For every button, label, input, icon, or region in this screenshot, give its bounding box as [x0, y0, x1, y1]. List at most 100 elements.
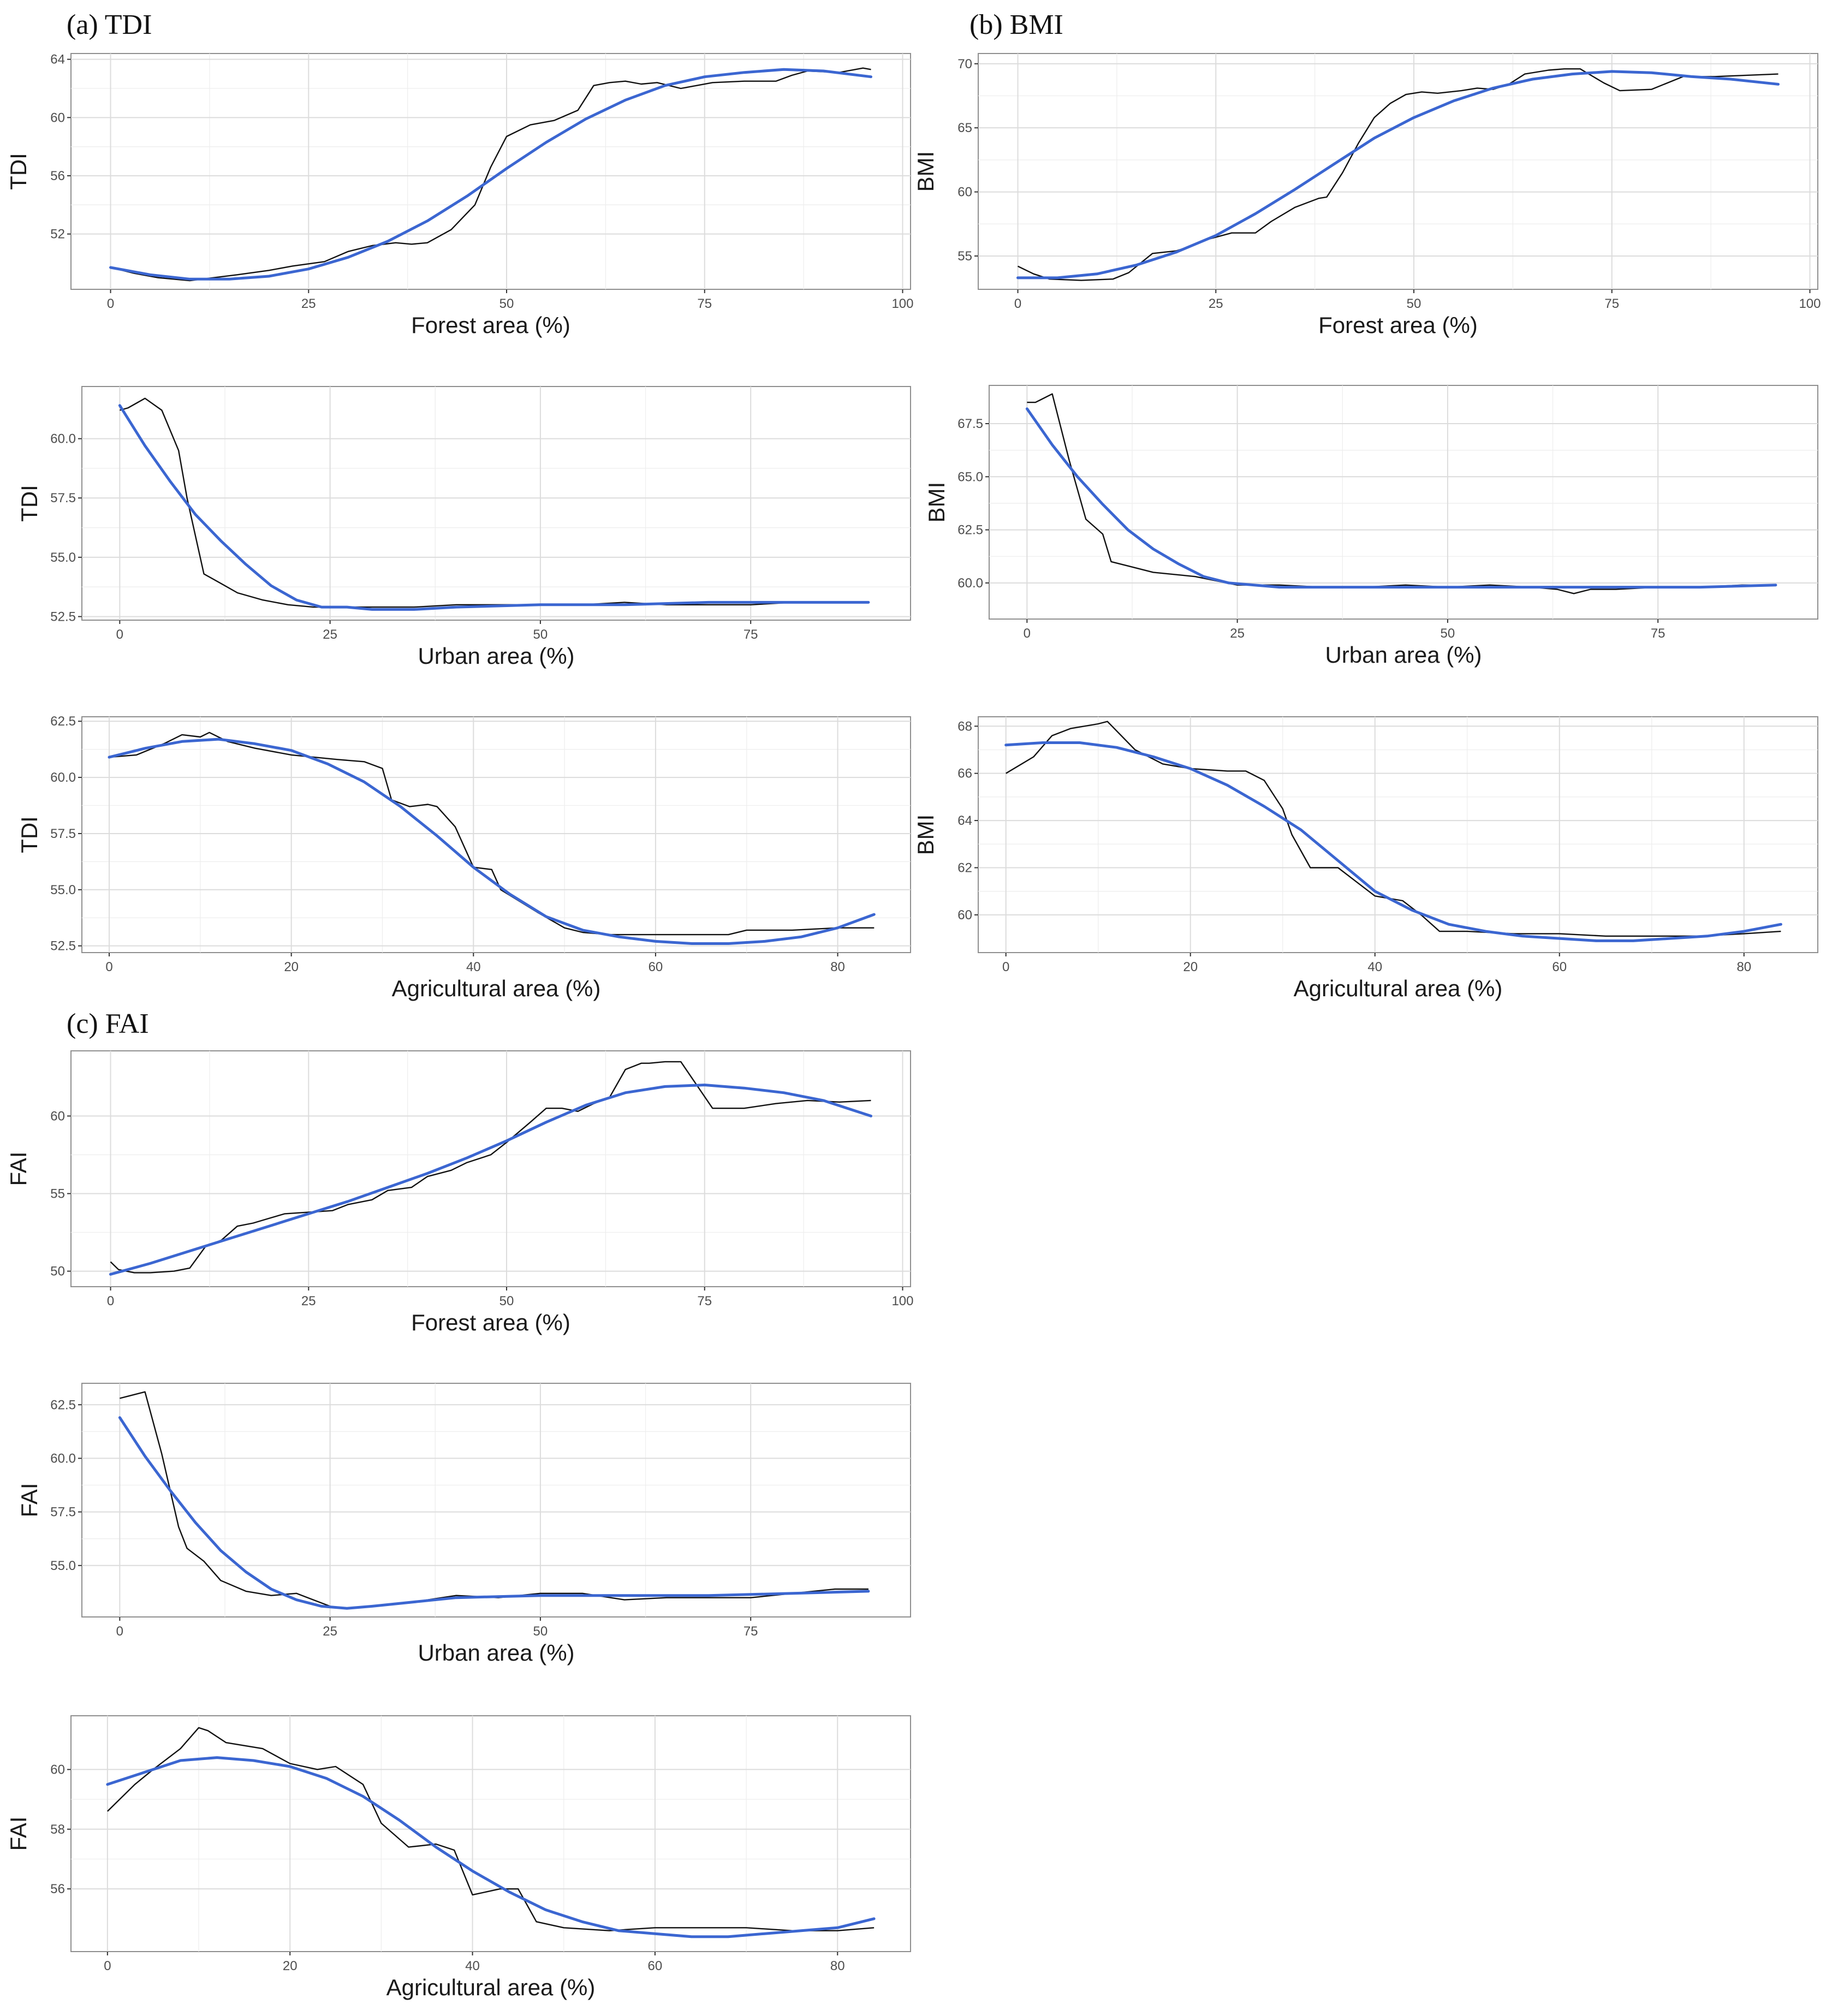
x-tick-label: 0: [105, 960, 112, 974]
x-axis-label: Forest area (%): [1318, 312, 1478, 338]
x-tick-label: 50: [533, 627, 548, 642]
x-tick-label: 100: [891, 1294, 913, 1309]
y-axis-label: FAI: [5, 1816, 31, 1851]
y-tick-label: 55: [957, 249, 972, 264]
x-tick-label: 25: [1230, 626, 1245, 641]
x-tick-label: 0: [116, 1624, 123, 1639]
plot-area: [81, 716, 911, 953]
y-tick-label: 70: [957, 57, 972, 72]
y-tick-label: 62.5: [957, 523, 983, 538]
y-tick-label: 67.5: [957, 417, 983, 431]
x-tick-label: 20: [284, 960, 299, 974]
smoothed-curve-bmi_agri: [1004, 741, 1782, 942]
x-tick-label: 50: [533, 1624, 548, 1639]
y-axis-label: TDI: [5, 153, 31, 190]
smoothed-curve-bmi_forest: [1016, 70, 1780, 279]
chart-panels: 0 25 50 75 100 52 56 60 64 Forest area (%) TDI 0 25 5…: [5, 52, 1821, 2000]
chart-panel-fai_forest: 0 25 50 75 100 50 55 60 Forest area (%) FAI: [5, 1050, 914, 1335]
smoothed-curve-tdi_urban: [118, 404, 870, 611]
chart-panel-tdi_urban: 0 25 50 75 52.5 55.0 57.5 60.0 Urban area (%) TDI: [16, 386, 911, 669]
x-tick-label: 75: [697, 1294, 712, 1309]
x-tick-label: 80: [830, 1959, 845, 1973]
x-tick-label: 50: [499, 296, 514, 311]
y-tick-label: 65: [957, 121, 972, 135]
y-tick-label: 57.5: [50, 826, 76, 841]
x-tick-label: 25: [1209, 296, 1223, 311]
x-tick-label: 0: [1002, 960, 1009, 974]
x-tick-label: 0: [107, 1294, 114, 1309]
x-axis-label: Forest area (%): [411, 1310, 570, 1335]
y-tick-label: 60: [50, 110, 65, 125]
y-tick-label: 60: [50, 1109, 65, 1123]
y-tick-label: 64: [957, 813, 972, 828]
plot-area: [70, 53, 911, 290]
y-tick-label: 56: [50, 1882, 65, 1896]
x-axis-label: Urban area (%): [418, 643, 574, 669]
chart-panel-fai_agri: 0 20 40 60 80 56 58 60 Agricultural area (%) FAI: [5, 1715, 911, 2000]
plot-area: [81, 386, 911, 621]
plot-area: [989, 385, 1818, 620]
y-axis-label: FAI: [16, 1483, 42, 1517]
x-tick-label: 80: [830, 960, 845, 974]
smoothed-curve-fai_agri: [106, 1756, 876, 1938]
x-axis-label: Forest area (%): [411, 312, 570, 338]
chart-panel-fai_urban: 0 25 50 75 55.0 57.5 60.0 62.5 Urban area (%) FAI: [16, 1383, 911, 1666]
x-tick-label: 40: [1367, 960, 1382, 974]
smoothed-curve-tdi_agri: [108, 738, 876, 945]
x-tick-label: 25: [323, 1624, 337, 1639]
x-axis-label: Urban area (%): [418, 1640, 574, 1666]
x-tick-label: 60: [1552, 960, 1567, 974]
y-axis-label: TDI: [16, 816, 42, 853]
chart-panel-tdi_forest: 0 25 50 75 100 52 56 60 64 Forest area (%) TDI: [5, 52, 914, 338]
x-tick-label: 75: [1604, 296, 1619, 311]
smoothed-curve-bmi_urban: [1025, 407, 1777, 589]
y-tick-label: 65.0: [957, 469, 983, 484]
x-tick-label: 0: [104, 1959, 111, 1973]
section-title-bmi: (b) BMI: [969, 9, 1063, 40]
y-tick-label: 55: [50, 1186, 65, 1201]
x-axis-label: Agricultural area (%): [392, 976, 601, 1001]
y-tick-label: 57.5: [50, 491, 76, 506]
x-tick-label: 25: [301, 1294, 316, 1309]
y-tick-label: 68: [957, 719, 972, 734]
y-axis-label: BMI: [913, 814, 938, 855]
smoothed-curve-fai_forest: [109, 1084, 872, 1276]
y-tick-label: 60: [50, 1762, 65, 1777]
plot-area: [70, 1715, 911, 1952]
x-tick-label: 0: [1014, 296, 1021, 311]
x-tick-label: 75: [697, 296, 712, 311]
x-tick-label: 0: [116, 627, 123, 642]
plot-area: [978, 53, 1818, 290]
y-axis-label: BMI: [913, 151, 938, 192]
y-tick-label: 56: [50, 169, 65, 183]
x-tick-label: 60: [648, 1959, 663, 1973]
y-axis-label: TDI: [16, 485, 42, 522]
y-tick-label: 66: [957, 766, 972, 781]
y-tick-label: 60.0: [50, 1451, 76, 1466]
observed-line-tdi_agri: [109, 732, 875, 936]
y-tick-label: 60.0: [50, 432, 76, 447]
x-tick-label: 20: [283, 1959, 298, 1973]
y-tick-label: 60.0: [50, 770, 76, 785]
y-tick-label: 55.0: [50, 883, 76, 897]
x-tick-label: 40: [466, 960, 481, 974]
plot-area: [81, 1383, 911, 1617]
plot-area: [978, 716, 1818, 953]
y-tick-label: 52: [50, 227, 65, 242]
x-tick-label: 75: [1651, 626, 1665, 641]
x-axis-label: Agricultural area (%): [386, 1975, 596, 2000]
y-tick-label: 50: [50, 1264, 65, 1279]
y-axis-label: FAI: [5, 1151, 31, 1186]
chart-panel-bmi_agri: 0 20 40 60 80 60 62 64 66 68 Agricultural area (%)…: [913, 716, 1818, 1001]
y-tick-label: 60.0: [957, 576, 983, 591]
x-tick-label: 75: [743, 627, 758, 642]
x-tick-label: 20: [1183, 960, 1198, 974]
y-tick-label: 62: [957, 860, 972, 875]
x-tick-label: 50: [1407, 296, 1421, 311]
x-tick-label: 100: [891, 296, 913, 311]
observed-line-bmi_agri: [1006, 721, 1781, 937]
x-tick-label: 50: [499, 1294, 514, 1309]
observed-line-bmi_forest: [1017, 68, 1778, 281]
x-tick-label: 0: [1024, 626, 1031, 641]
